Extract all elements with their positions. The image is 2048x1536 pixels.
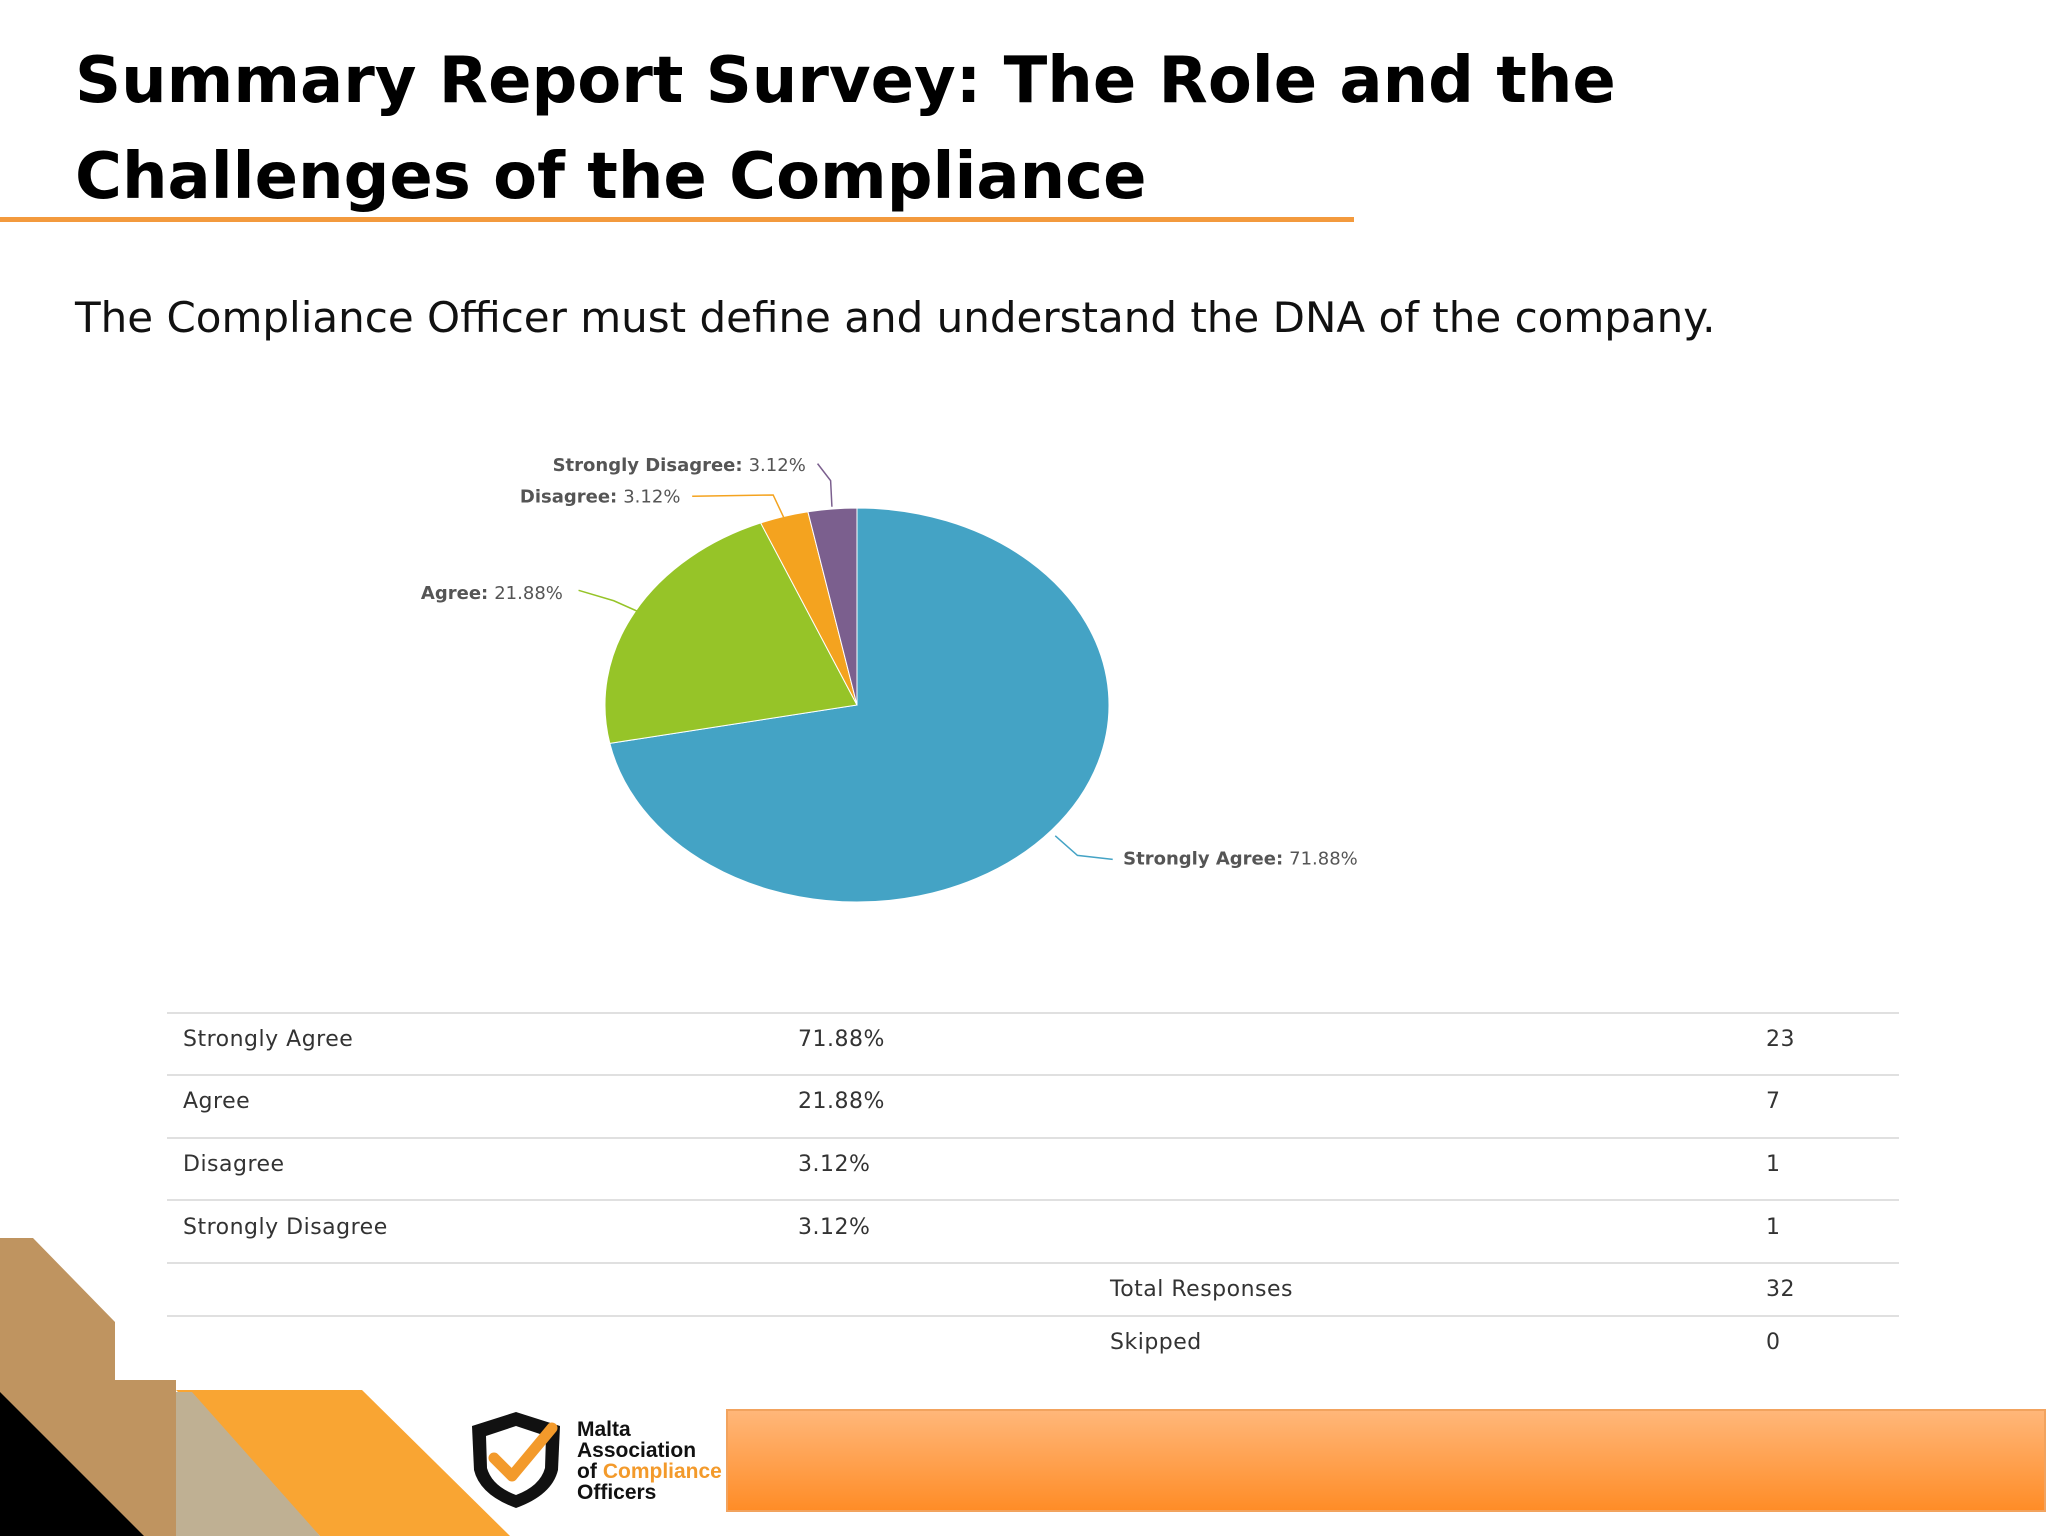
pie-slice — [604, 522, 858, 744]
pie-label-separator: : — [481, 583, 488, 604]
logo: Malta Association of Compliance Officers — [472, 1412, 722, 1508]
pie-label-category: Strongly Disagree — [553, 455, 736, 476]
table-cell: 7 — [1766, 1089, 1781, 1114]
title-rule — [0, 217, 1354, 222]
deco-orange — [176, 1390, 510, 1536]
table-cell: Agree — [183, 1089, 250, 1114]
pie-label-value: 71.88% — [1289, 848, 1358, 869]
logo-text: of — [577, 1460, 598, 1483]
pie-label-value: 3.12% — [623, 487, 680, 508]
leader-line — [1054, 835, 1113, 861]
pie-label-separator: : — [1276, 848, 1283, 869]
pie-label: Strongly Agree: 71.88% — [1123, 848, 1358, 869]
title-line: Challenges of the Compliance — [75, 140, 1147, 214]
pie-chart: Strongly Agree: 71.88%Agree: 21.88%Disagre… — [421, 455, 1358, 903]
pie-label-separator: : — [610, 487, 617, 508]
logo-text: Association — [577, 1439, 696, 1462]
logo-highlight: Compliance — [603, 1460, 722, 1483]
leader-line — [578, 589, 638, 612]
pie-label-category: Strongly Agree — [1123, 848, 1276, 869]
summary-cell: 0 — [1766, 1330, 1781, 1355]
pie-label: Disagree: 3.12% — [520, 487, 681, 508]
logo-text: Officers — [577, 1481, 656, 1504]
leader-line — [692, 494, 785, 518]
statement: The Compliance Officer must define and u… — [74, 293, 1716, 342]
table-cell: 1 — [1766, 1215, 1781, 1240]
pie-label-category: Agree — [421, 583, 481, 604]
table-cell: 21.88% — [798, 1089, 885, 1114]
table-cell: 23 — [1766, 1027, 1795, 1052]
logo-shield-inner — [486, 1426, 546, 1495]
pie-label-separator: : — [735, 455, 742, 476]
pie-label-value: 21.88% — [494, 583, 563, 604]
results-table: Strongly Agree 71.88% 23 Agree 21.88% 7 Disagr… — [167, 1012, 1899, 1355]
pie-slice — [807, 507, 858, 706]
table-cell: 71.88% — [798, 1027, 885, 1052]
leader-line — [816, 463, 833, 507]
summary-cell: 32 — [1766, 1277, 1795, 1302]
deco-beige — [176, 1392, 320, 1536]
table-cell: 3.12% — [798, 1152, 870, 1177]
summary-cell: Skipped — [1110, 1330, 1202, 1355]
pie-label-value: 3.12% — [749, 455, 806, 476]
pie-label: Strongly Disagree: 3.12% — [553, 455, 806, 476]
summary-cell: Total Responses — [1109, 1277, 1293, 1302]
table-cell: Disagree — [183, 1152, 285, 1177]
table-cell: 3.12% — [798, 1215, 870, 1240]
footer-bar — [726, 1409, 2046, 1512]
logo-check — [488, 1422, 558, 1482]
logo-text: Malta — [577, 1418, 631, 1441]
deco-black — [0, 1392, 144, 1536]
table-cell: Strongly Agree — [183, 1027, 353, 1052]
pie-label: Agree: 21.88% — [421, 583, 563, 604]
table-cell: 1 — [1766, 1152, 1781, 1177]
pie-label-category: Disagree — [520, 487, 610, 508]
pie-slice — [609, 507, 1110, 903]
title-line: Summary Report Survey: The Role and the — [75, 44, 1616, 118]
table-cell: Strongly Disagree — [183, 1215, 388, 1240]
logo-text: of Compliance — [577, 1460, 722, 1483]
